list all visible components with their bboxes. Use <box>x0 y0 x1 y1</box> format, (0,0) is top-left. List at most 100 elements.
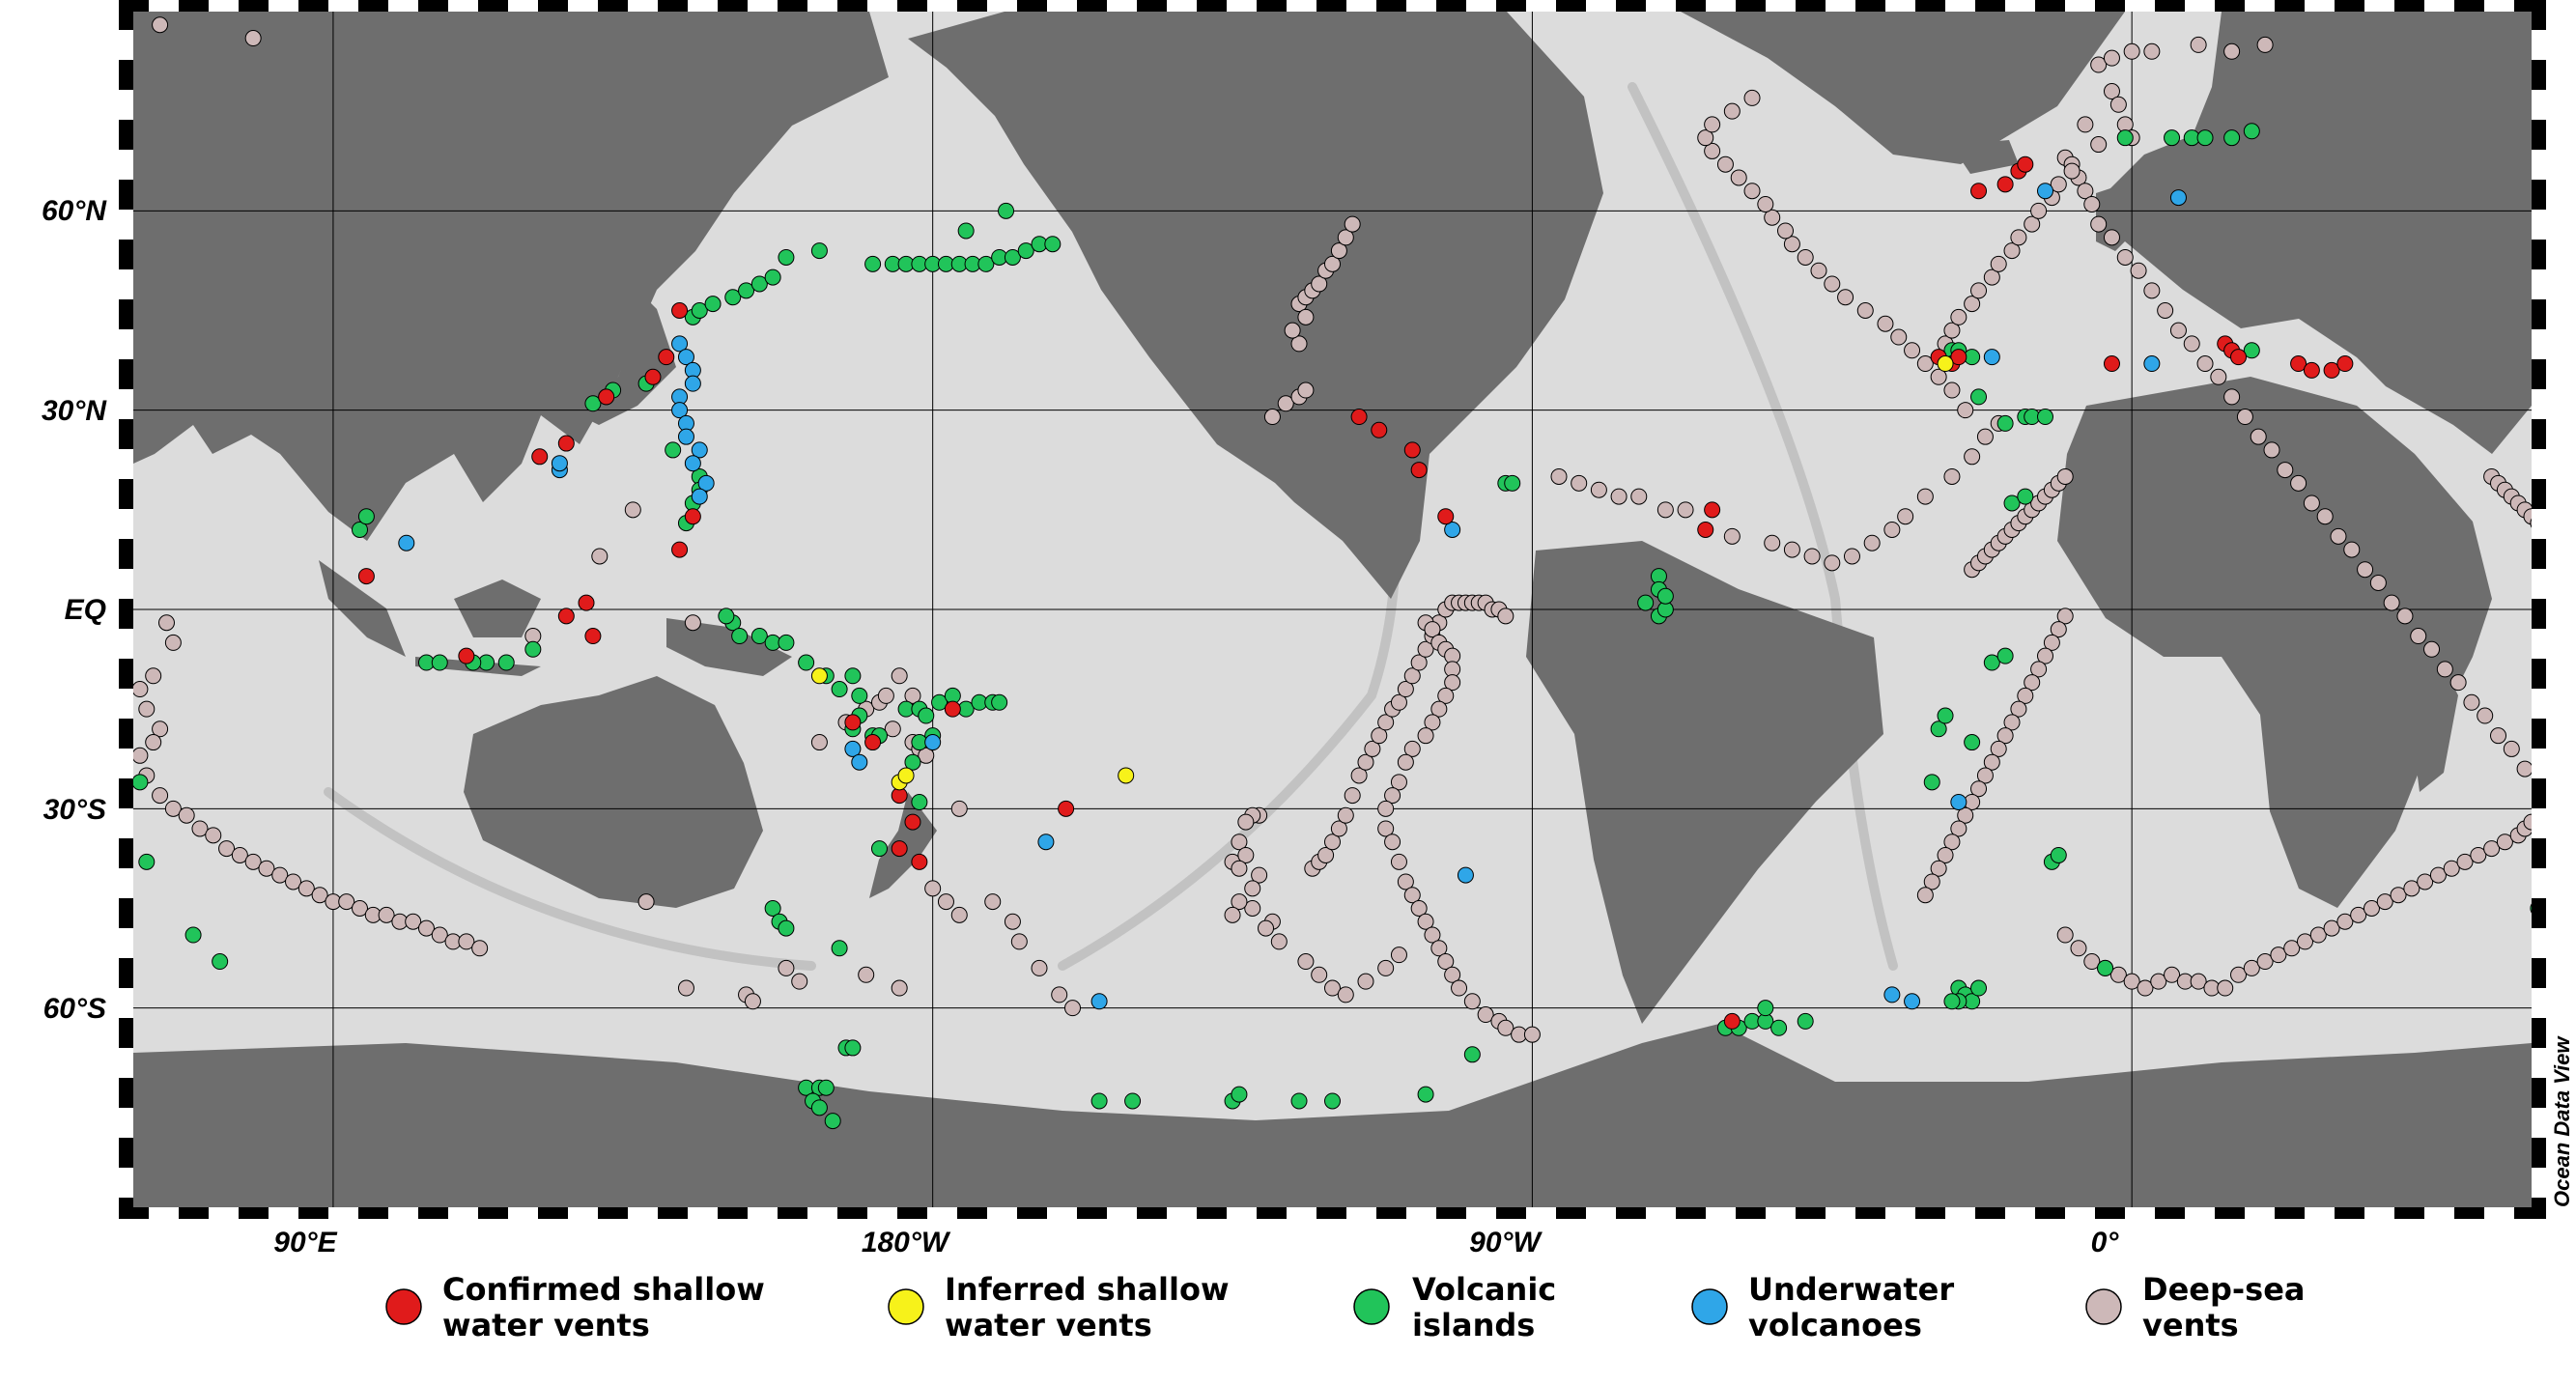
australia-land <box>464 676 763 908</box>
confirmed-point <box>1723 1012 1741 1030</box>
frame-tick <box>2532 60 2546 90</box>
deepsea-point <box>1730 169 1747 186</box>
deepsea-point <box>1797 248 1814 266</box>
deepsea-point <box>1477 1006 1494 1024</box>
legend-swatch-deepsea <box>2085 1288 2122 1325</box>
deepsea-point <box>2130 262 2147 279</box>
frame-tick <box>1676 0 1706 12</box>
frame-tick <box>778 1207 807 1219</box>
legend: Confirmed shallow water vents Inferred s… <box>385 1271 2306 1343</box>
volcanic-point <box>1656 587 1674 605</box>
frame-tick <box>2532 719 2546 749</box>
deepsea-point <box>1883 521 1901 538</box>
legend-item-inferred: Inferred shallow water vents <box>888 1271 1230 1343</box>
deepsea-point <box>1390 853 1407 870</box>
deepsea-point <box>1743 89 1761 106</box>
legend-label-line1: Underwater <box>1748 1271 1954 1308</box>
deepsea-point <box>1610 488 1628 505</box>
frame-tick <box>119 1138 133 1168</box>
deepsea-point <box>2137 979 2154 997</box>
deepsea-point <box>1451 979 1468 997</box>
volcanic-point <box>2050 846 2067 863</box>
frame-tick <box>718 1207 748 1219</box>
deepsea-point <box>2463 693 2480 711</box>
deepsea-point <box>218 840 236 858</box>
volcanic-point <box>991 693 1008 711</box>
deepsea-point <box>2150 973 2167 990</box>
volcanic-point <box>977 255 995 272</box>
deepsea-point <box>2063 162 2081 180</box>
lon-label-180w: 180°W <box>862 1227 951 1258</box>
deepsea-point <box>1277 395 1294 412</box>
deepsea-point <box>2183 335 2200 353</box>
deepsea-point <box>2429 866 2447 884</box>
volcanic-point <box>870 840 888 858</box>
deepsea-point <box>2030 661 2048 678</box>
deepsea-point <box>937 893 954 911</box>
volcanic-point <box>2223 129 2241 147</box>
deepsea-point <box>2116 248 2134 266</box>
deepsea-point <box>152 16 169 34</box>
deepsea-point <box>877 687 894 704</box>
deepsea-point <box>1930 368 1947 385</box>
deepsea-point <box>1350 767 1368 784</box>
underwater-point <box>671 402 689 419</box>
frame-tick <box>358 0 388 12</box>
volcanic-point <box>1017 242 1034 260</box>
deepsea-point <box>1330 820 1347 837</box>
deepsea-point <box>1410 900 1428 917</box>
deepsea-point <box>2544 528 2560 544</box>
deepsea-point <box>2263 441 2280 459</box>
deepsea-point <box>1244 880 1261 897</box>
deepsea-point <box>1656 501 1674 519</box>
confirmed-point <box>2303 361 2320 379</box>
deepsea-point <box>1377 820 1395 837</box>
deepsea-point <box>1916 887 1934 904</box>
deepsea-point <box>1344 787 1361 805</box>
frame-tick <box>1855 1207 1885 1219</box>
deepsea-point <box>2570 549 2576 564</box>
deepsea-point <box>1231 834 1248 851</box>
deepsea-point <box>1417 640 1434 658</box>
deepsea-point <box>1403 887 1421 904</box>
deepsea-point <box>1377 714 1395 731</box>
deepsea-point <box>152 787 169 805</box>
deepsea-point <box>1937 846 1954 863</box>
deepsea-point <box>258 860 275 877</box>
frame-tick <box>957 1207 987 1219</box>
deepsea-point <box>2336 913 2354 930</box>
frame-tick <box>2454 0 2484 12</box>
frame-tick <box>119 958 133 988</box>
deepsea-point <box>2483 840 2501 858</box>
frame-tick <box>119 120 133 150</box>
deepsea-point <box>2477 707 2494 724</box>
volcanic-point <box>851 687 868 704</box>
deepsea-point <box>2403 880 2420 897</box>
deepsea-point <box>1403 667 1421 685</box>
deepsea-point <box>2516 760 2532 777</box>
volcanic-point <box>824 1113 841 1130</box>
deepsea-point <box>2024 215 2041 233</box>
volcanic-point <box>1964 734 1981 751</box>
frame-tick <box>119 240 133 269</box>
deepsea-point <box>677 979 694 997</box>
underwater-point <box>551 455 568 472</box>
deepsea-point <box>1364 740 1381 757</box>
deepsea-point <box>2090 215 2108 233</box>
volcanic-point <box>817 1079 835 1096</box>
volcanic-point <box>1943 993 1961 1010</box>
deepsea-point <box>918 747 935 764</box>
volcanic-point <box>1504 474 1521 492</box>
frame-tick <box>1796 1207 1826 1219</box>
volcanic-point <box>957 222 975 240</box>
volcanic-point <box>691 302 708 319</box>
deepsea-point <box>1437 953 1455 971</box>
frame-tick <box>658 1207 688 1219</box>
frame-tick <box>2532 898 2546 928</box>
confirmed-point <box>1996 176 2014 193</box>
deepsea-point <box>1270 933 1288 950</box>
deepsea-point <box>2056 608 2074 625</box>
deepsea-point <box>1357 753 1374 771</box>
deepsea-point <box>1417 913 1434 930</box>
